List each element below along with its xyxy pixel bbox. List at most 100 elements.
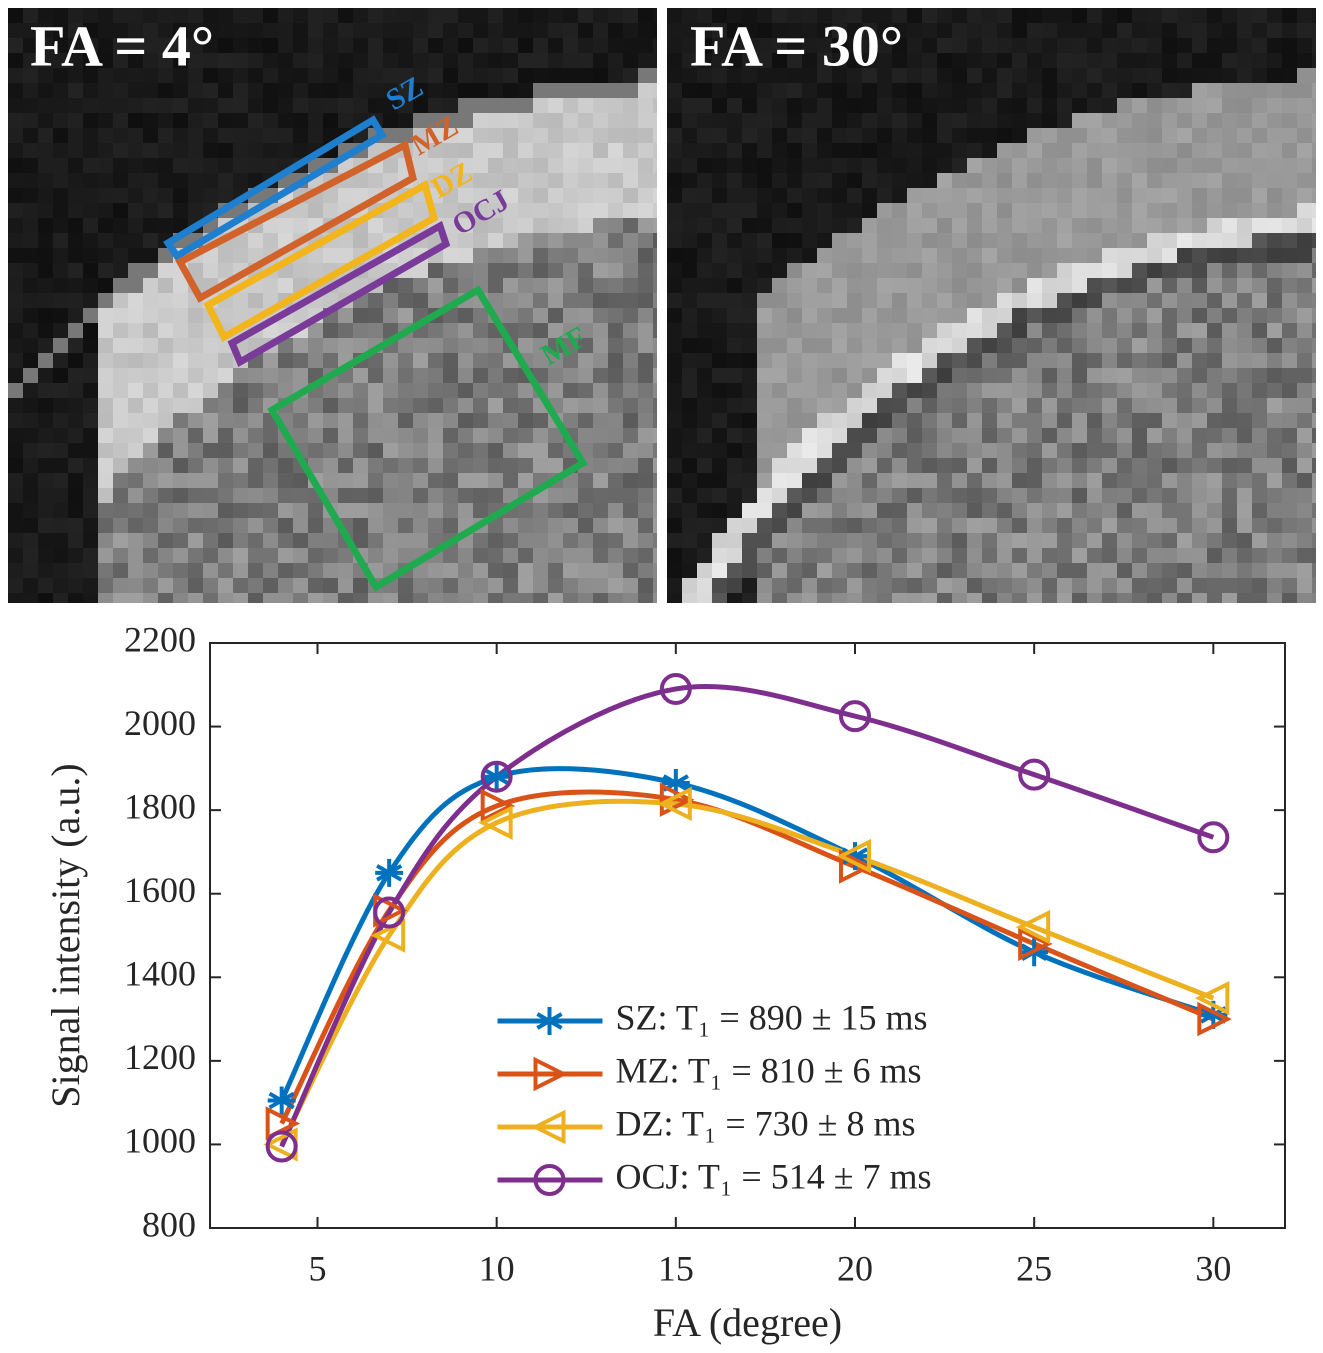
pixel (1102, 128, 1117, 143)
pixel (982, 533, 997, 548)
pixel (278, 218, 293, 233)
pixel (1117, 173, 1132, 188)
pixel (53, 143, 68, 158)
pixel (727, 368, 742, 383)
pixel (473, 593, 488, 603)
pixel (488, 278, 503, 293)
pixel (1057, 548, 1072, 563)
pixel (98, 218, 113, 233)
pixel (608, 98, 623, 113)
pixel (1027, 353, 1042, 368)
pixel (907, 143, 922, 158)
pixel (847, 293, 862, 308)
pixel (1222, 158, 1237, 173)
pixel (1027, 398, 1042, 413)
pixel (817, 293, 832, 308)
pixel (1117, 458, 1132, 473)
pixel (1057, 263, 1072, 278)
pixel (1087, 143, 1102, 158)
pixel (952, 398, 967, 413)
pixel (697, 173, 712, 188)
pixel (727, 338, 742, 353)
pixel (248, 458, 263, 473)
pixel (772, 593, 787, 603)
pixel (847, 158, 862, 173)
pixel (1027, 218, 1042, 233)
pixel (623, 458, 638, 473)
pixel (383, 218, 398, 233)
pixel (38, 293, 53, 308)
pixel (1297, 488, 1312, 503)
pixel (1042, 383, 1057, 398)
pixel (1042, 38, 1057, 53)
pixel (1222, 128, 1237, 143)
pixel (667, 203, 682, 218)
pixel (922, 68, 937, 83)
pixel (1177, 338, 1192, 353)
pixel (712, 593, 727, 603)
pixel (1102, 548, 1117, 563)
pixel (877, 428, 892, 443)
pixel (53, 428, 68, 443)
pixel (892, 548, 907, 563)
pixel (787, 113, 802, 128)
pixel (398, 488, 413, 503)
pixel (1057, 443, 1072, 458)
pixel (1057, 428, 1072, 443)
pixel (817, 143, 832, 158)
pixel (1117, 53, 1132, 68)
pixel (23, 98, 38, 113)
pixel (83, 308, 98, 323)
pixel (1012, 353, 1027, 368)
pixel (473, 383, 488, 398)
pixel (158, 593, 173, 603)
pixel (158, 398, 173, 413)
pixel (712, 173, 727, 188)
pixel (682, 233, 697, 248)
pixel (1312, 203, 1316, 218)
pixel (1117, 413, 1132, 428)
pixel (997, 428, 1012, 443)
pixel (697, 263, 712, 278)
pixel (1192, 278, 1207, 293)
legend-label: SZ: T₁ = 890 ± 15 ms (616, 997, 928, 1037)
pixel (787, 218, 802, 233)
pixel (1282, 503, 1297, 518)
pixel (383, 458, 398, 473)
pixel (38, 323, 53, 338)
pixel (1237, 158, 1252, 173)
pixel (1162, 488, 1177, 503)
pixel (263, 143, 278, 158)
pixel (787, 203, 802, 218)
pixel (503, 458, 518, 473)
pixel (38, 218, 53, 233)
pixel (293, 488, 308, 503)
pixel (563, 278, 578, 293)
pixel (1252, 563, 1267, 578)
pixel (233, 413, 248, 428)
pixel (518, 293, 533, 308)
pixel (593, 98, 608, 113)
pixel (38, 398, 53, 413)
pixel (653, 68, 657, 83)
pixel (113, 128, 128, 143)
pixel (892, 218, 907, 233)
pixel (802, 338, 817, 353)
pixel (877, 113, 892, 128)
pixel (218, 188, 233, 203)
pixel (638, 383, 653, 398)
pixel (128, 458, 143, 473)
pixel (937, 518, 952, 533)
pixel (1042, 278, 1057, 293)
pixel (802, 578, 817, 593)
pixel (1177, 293, 1192, 308)
pixel (1282, 398, 1297, 413)
pixel (563, 218, 578, 233)
pixel (263, 458, 278, 473)
pixel (922, 353, 937, 368)
pixel (1222, 563, 1237, 578)
pixel (697, 323, 712, 338)
pixel (218, 503, 233, 518)
pixel (682, 173, 697, 188)
pixel (1087, 458, 1102, 473)
